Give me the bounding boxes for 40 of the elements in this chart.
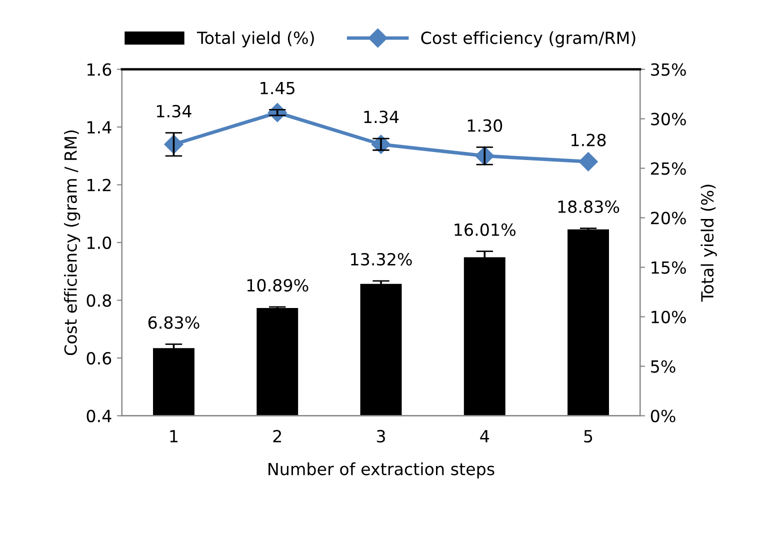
data-label: 1.34 [364, 110, 399, 124]
data-label: 18.83% [558, 200, 620, 214]
bar [568, 229, 609, 416]
y2-tick-label: 35% [651, 63, 686, 76]
data-label: 10.89% [247, 278, 308, 292]
y-tick-label: 1.2 [88, 178, 111, 192]
y-axis-title: Cost efficiency (gram / RM) [64, 130, 80, 356]
y-tick-label: 1.4 [88, 121, 112, 134]
y2-tick-label: 25% [651, 162, 686, 175]
legend-label: Total yield (%) [196, 31, 314, 48]
x-tick-label: 3 [376, 430, 385, 443]
x-tick-label: 1 [170, 430, 178, 442]
y2-tick-label: 0% [650, 410, 676, 422]
y-tick-label: 1.0 [88, 236, 112, 250]
legend-label: Cost efficiency (gram/RM) [421, 31, 636, 48]
data-label: 1.45 [260, 82, 294, 94]
y2-tick-label: 10% [652, 310, 686, 324]
y-tick-label: 0.4 [86, 410, 112, 422]
y2-tick-label: 20% [651, 212, 686, 224]
x-axis-title: Number of extraction steps [268, 462, 494, 479]
y-tick-label: 1.6 [88, 63, 112, 76]
x-tick-label: 4 [480, 430, 489, 442]
y2-tick-label: 5% [651, 360, 676, 373]
x-tick-label: 5 [584, 430, 592, 443]
bar [153, 348, 194, 416]
bar [360, 284, 402, 416]
data-label: 16.01% [454, 223, 516, 236]
data-label: 1.28 [572, 134, 606, 146]
data-label: 1.34 [157, 104, 192, 118]
point [578, 152, 598, 172]
data-label: 13.32% [351, 252, 412, 266]
y2-axis-title: Total yield (%) [700, 184, 717, 302]
y2-tick-label: 15% [652, 261, 686, 274]
y-tick-label: 0.8 [86, 294, 112, 307]
y-tick-label: 0.6 [86, 352, 112, 365]
data-label: 6.83% [148, 316, 200, 329]
data-label: 1.30 [468, 119, 502, 132]
x-tick-label: 2 [273, 430, 281, 442]
y2-tick-label: 30% [651, 112, 686, 126]
bar [256, 308, 298, 416]
